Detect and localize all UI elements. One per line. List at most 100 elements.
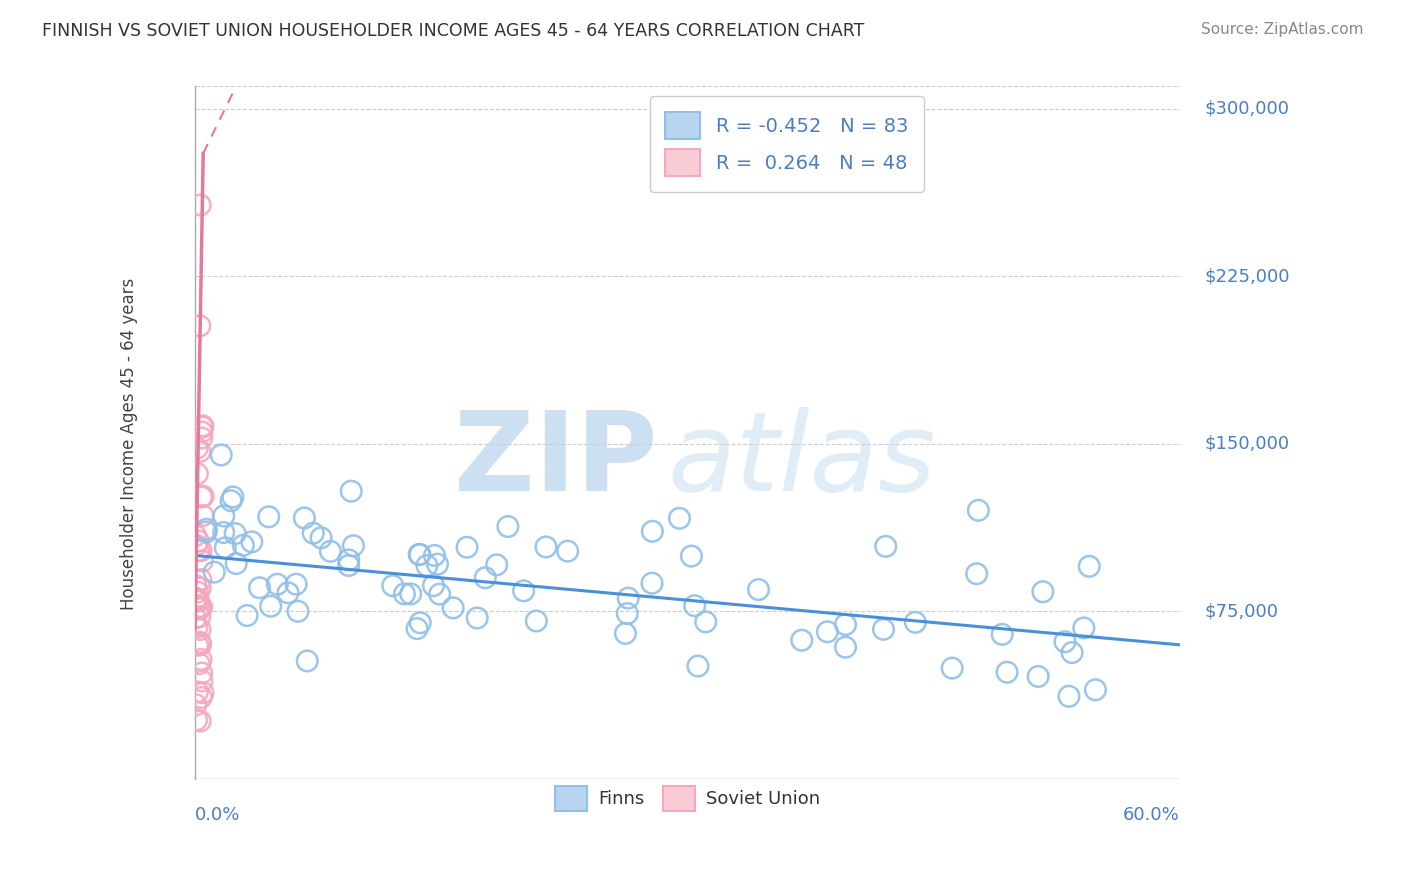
Point: [641, 524, 664, 539]
Point: [1078, 559, 1101, 574]
Point: [187, 599, 209, 614]
Text: $150,000: $150,000: [1205, 434, 1289, 453]
Point: [190, 638, 212, 652]
Point: [815, 624, 838, 639]
Point: [187, 534, 209, 549]
Point: [406, 622, 429, 636]
Point: [188, 601, 211, 615]
Point: [1084, 682, 1107, 697]
Point: [214, 541, 236, 555]
Point: [190, 690, 212, 705]
Point: [297, 654, 319, 668]
Point: [184, 611, 207, 625]
Point: [292, 511, 315, 525]
Point: [190, 600, 212, 615]
Point: [260, 599, 283, 614]
Point: [337, 553, 360, 567]
Point: [408, 548, 430, 562]
Point: [302, 526, 325, 541]
Point: [790, 633, 813, 648]
Point: [967, 503, 990, 517]
Point: [340, 484, 363, 499]
Point: [190, 652, 212, 666]
Point: [188, 623, 211, 637]
Point: [991, 627, 1014, 641]
Point: [212, 525, 235, 540]
Point: [342, 539, 364, 553]
Point: [941, 661, 963, 675]
Point: [186, 467, 208, 481]
Text: $300,000: $300,000: [1205, 100, 1289, 118]
Point: [668, 511, 690, 525]
Point: [224, 526, 246, 541]
Point: [309, 531, 332, 545]
Point: [966, 566, 988, 581]
Text: 60.0%: 60.0%: [1123, 805, 1180, 823]
Point: [409, 548, 432, 562]
Point: [681, 549, 703, 563]
Point: [834, 640, 856, 655]
Point: [416, 558, 439, 573]
Point: [995, 665, 1018, 680]
Point: [191, 420, 214, 434]
Point: [337, 558, 360, 573]
Point: [1073, 621, 1095, 635]
Point: [1053, 634, 1076, 648]
Point: [191, 554, 214, 568]
Point: [195, 524, 218, 539]
Point: [534, 540, 557, 554]
Point: [485, 558, 508, 572]
Point: [188, 581, 211, 595]
Point: [683, 599, 706, 613]
Point: [188, 609, 211, 624]
Point: [186, 585, 208, 599]
Point: [190, 573, 212, 587]
Point: [212, 508, 235, 523]
Point: [184, 528, 207, 542]
Point: [409, 615, 432, 630]
Text: ZIP: ZIP: [454, 407, 658, 514]
Point: [187, 594, 209, 608]
Point: [641, 576, 664, 591]
Point: [184, 698, 207, 712]
Point: [1062, 646, 1084, 660]
Point: [190, 490, 212, 504]
Text: $75,000: $75,000: [1205, 602, 1278, 620]
Point: [190, 666, 212, 681]
Point: [190, 431, 212, 445]
Point: [287, 604, 309, 618]
Point: [184, 579, 207, 593]
Point: [277, 586, 299, 600]
Point: [1057, 690, 1080, 704]
Point: [186, 685, 208, 699]
Point: [186, 441, 208, 455]
Point: [186, 620, 208, 634]
Legend: Finns, Soviet Union: Finns, Soviet Union: [548, 779, 827, 818]
Text: atlas: atlas: [668, 407, 936, 514]
Point: [188, 444, 211, 458]
Point: [186, 713, 208, 727]
Point: [186, 591, 208, 606]
Point: [557, 544, 579, 558]
Point: [904, 615, 927, 630]
Point: [429, 587, 451, 601]
Point: [190, 636, 212, 650]
Text: Source: ZipAtlas.com: Source: ZipAtlas.com: [1201, 22, 1364, 37]
Point: [257, 509, 280, 524]
Point: [524, 614, 547, 628]
Point: [381, 579, 404, 593]
Point: [394, 587, 416, 601]
Point: [188, 318, 211, 333]
Point: [184, 591, 207, 606]
Point: [496, 519, 519, 533]
Point: [188, 714, 211, 728]
Point: [285, 577, 308, 591]
Point: [187, 543, 209, 558]
Point: [222, 490, 245, 504]
Point: [236, 608, 259, 623]
Point: [399, 587, 422, 601]
Text: Householder Income Ages 45 - 64 years: Householder Income Ages 45 - 64 years: [120, 277, 138, 610]
Point: [191, 508, 214, 523]
Text: 0.0%: 0.0%: [195, 805, 240, 823]
Text: FINNISH VS SOVIET UNION HOUSEHOLDER INCOME AGES 45 - 64 YEARS CORRELATION CHART: FINNISH VS SOVIET UNION HOUSEHOLDER INCO…: [42, 22, 865, 40]
